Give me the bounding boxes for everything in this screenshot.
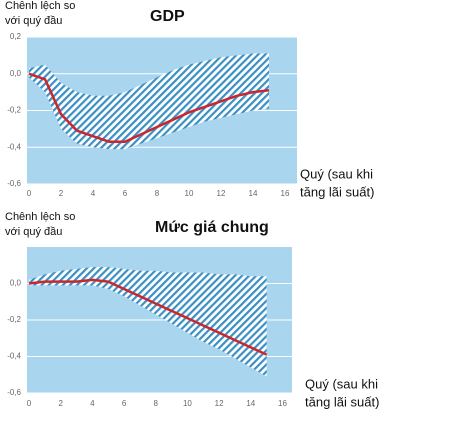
x-tick-label: 0 <box>27 399 32 408</box>
line <box>28 72 270 143</box>
y-tick-label: 0,0 <box>10 69 22 78</box>
x-tick-label: 8 <box>155 189 160 198</box>
y-tick-label: -0,2 <box>7 315 21 324</box>
x-tick-label: 2 <box>59 189 64 198</box>
x-tick-label: 4 <box>90 399 95 408</box>
y-axis-label: Chênh lệch so <box>5 0 75 12</box>
x-tick-label: 12 <box>215 399 224 408</box>
x-tick-label: 16 <box>281 189 290 198</box>
x-tick-label: 2 <box>58 399 63 408</box>
x-tick-label: 14 <box>249 189 258 198</box>
y-axis-label: với quý đầu <box>5 226 62 238</box>
y-tick-label: 0,0 <box>10 279 22 288</box>
y-tick-label: -0,4 <box>7 142 21 151</box>
confidence-band <box>29 53 269 150</box>
x-tick-label: 4 <box>91 189 96 198</box>
chart-title: Mức giá chung <box>155 219 269 236</box>
x-tick-label: 10 <box>185 189 194 198</box>
x-tick-label: 10 <box>183 399 192 408</box>
y-tick-label: 0,2 <box>10 32 22 41</box>
y-tick-label: -0,6 <box>7 179 21 188</box>
x-tick-label: 0 <box>27 189 32 198</box>
y-tick-label: -0,6 <box>7 388 21 397</box>
x-tick-label: 12 <box>217 189 226 198</box>
x-tick-label: 8 <box>154 399 159 408</box>
x-tick-label: 6 <box>123 189 128 198</box>
y-tick-label: -0,2 <box>7 106 21 115</box>
x-axis-label: tăng lãi suất) <box>305 394 379 409</box>
y-axis-label: với quý đầu <box>5 15 62 27</box>
line <box>28 278 268 356</box>
x-tick-label: 14 <box>246 399 255 408</box>
x-axis-label: Quý (sau khi <box>305 376 378 391</box>
y-tick-label: -0,4 <box>7 352 21 361</box>
x-axis-label: Quý (sau khi <box>300 166 373 181</box>
x-axis-label: tăng lãi suất) <box>300 184 374 199</box>
chart-title: GDP <box>150 8 185 25</box>
confidence-band <box>29 267 267 377</box>
x-tick-label: 16 <box>278 399 287 408</box>
x-tick-label: 6 <box>122 399 127 408</box>
y-axis-label: Chênh lệch so <box>5 211 75 223</box>
